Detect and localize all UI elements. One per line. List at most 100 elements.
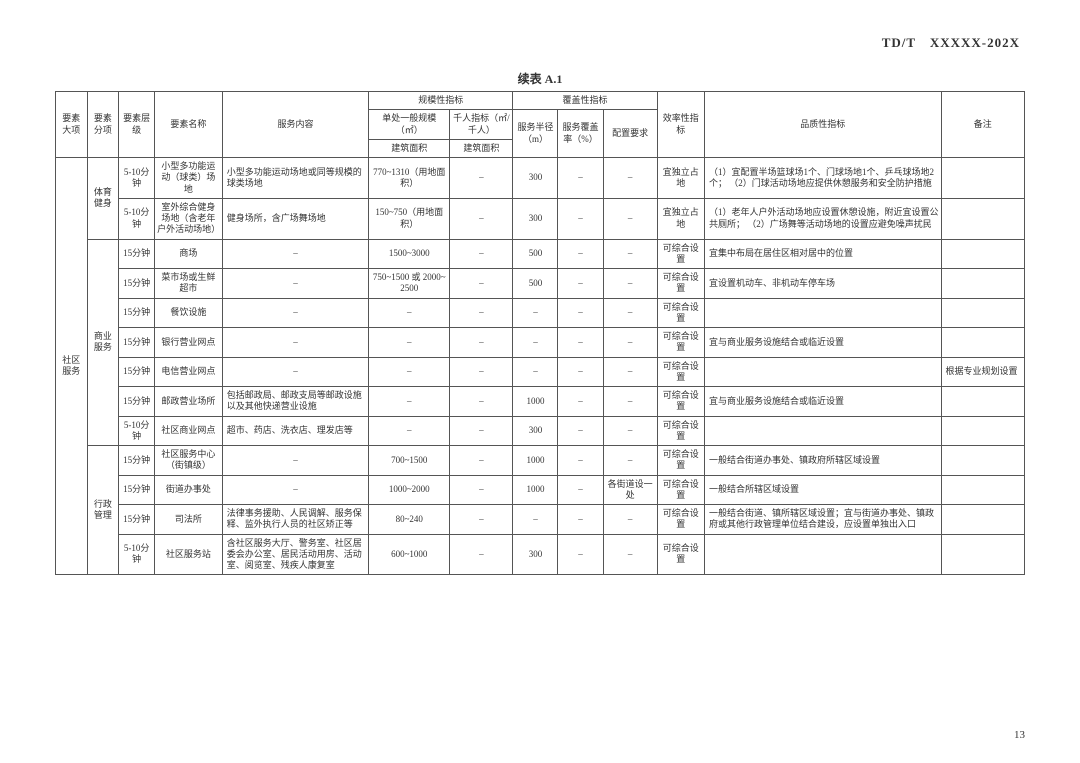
cell: – bbox=[603, 387, 657, 417]
table-row: 5-10分钟 室外综合健身场地（含老年户外活动场地） 健身场所，含广场舞场地 1… bbox=[56, 198, 1025, 239]
document-id: TD/T XXXXX-202X bbox=[882, 32, 1020, 51]
cell: 社区服务站 bbox=[155, 534, 223, 575]
cell: – bbox=[603, 298, 657, 328]
cell: – bbox=[222, 239, 368, 269]
hdr-area2: 建筑面积 bbox=[450, 139, 513, 157]
document-page: TD/T XXXXX-202X 续表 A.1 要素大项 要素分项 要素层级 要素… bbox=[0, 0, 1080, 763]
cell: 邮政营业场所 bbox=[155, 387, 223, 417]
cell: – bbox=[513, 505, 558, 535]
cell: 社区商业网点 bbox=[155, 416, 223, 446]
cell bbox=[704, 416, 941, 446]
cell: – bbox=[369, 387, 450, 417]
cell: 宜与商业服务设施结合或临近设置 bbox=[704, 387, 941, 417]
cell-major: 社区服务 bbox=[56, 158, 88, 575]
cell: 可综合设置 bbox=[657, 475, 704, 505]
cell: – bbox=[450, 416, 513, 446]
cell: 15分钟 bbox=[119, 298, 155, 328]
cell: – bbox=[603, 269, 657, 299]
cell: – bbox=[450, 505, 513, 535]
cell: 可综合设置 bbox=[657, 269, 704, 299]
cell: 可综合设置 bbox=[657, 446, 704, 476]
hdr-efficiency: 效率性指标 bbox=[657, 92, 704, 158]
cell: 750~1500 或 2000~2500 bbox=[369, 269, 450, 299]
cell: 15分钟 bbox=[119, 505, 155, 535]
cell: 可综合设置 bbox=[657, 328, 704, 358]
cell bbox=[941, 534, 1024, 575]
cell bbox=[941, 505, 1024, 535]
cell bbox=[704, 357, 941, 387]
standards-table: 要素大项 要素分项 要素层级 要素名称 服务内容 规模性指标 覆盖性指标 效率性… bbox=[55, 91, 1025, 575]
cell: 可综合设置 bbox=[657, 416, 704, 446]
table-row: 15分钟 餐饮设施 – – – – – – 可综合设置 bbox=[56, 298, 1025, 328]
table-row: 15分钟 菜市场或生鲜超市 – 750~1500 或 2000~2500 – 5… bbox=[56, 269, 1025, 299]
cell bbox=[941, 269, 1024, 299]
cell: – bbox=[558, 475, 603, 505]
cell: – bbox=[558, 387, 603, 417]
cell: 5-10分钟 bbox=[119, 198, 155, 239]
cell: 1000~2000 bbox=[369, 475, 450, 505]
cell: 包括邮政局、邮政支局等邮政设施以及其他快递营业设施 bbox=[222, 387, 368, 417]
table-row: 15分钟 银行营业网点 – – – – – – 可综合设置 宜与商业服务设施结合… bbox=[56, 328, 1025, 358]
cell-group: 体育健身 bbox=[87, 158, 119, 240]
cell bbox=[704, 298, 941, 328]
hdr-note: 备注 bbox=[941, 92, 1024, 158]
cell: 司法所 bbox=[155, 505, 223, 535]
cell: – bbox=[513, 298, 558, 328]
cell: – bbox=[603, 505, 657, 535]
cell bbox=[941, 446, 1024, 476]
cell: 500 bbox=[513, 269, 558, 299]
cell: – bbox=[558, 158, 603, 199]
table-row: 商业服务 15分钟 商场 – 1500~3000 – 500 – – 可综合设置… bbox=[56, 239, 1025, 269]
hdr-area1: 建筑面积 bbox=[369, 139, 450, 157]
cell: – bbox=[603, 239, 657, 269]
cell: 法律事务援助、人民调解、服务保释、监外执行人员的社区矫正等 bbox=[222, 505, 368, 535]
cell: 餐饮设施 bbox=[155, 298, 223, 328]
page-number: 13 bbox=[1014, 729, 1025, 741]
cell: – bbox=[513, 357, 558, 387]
cell: – bbox=[558, 298, 603, 328]
cell: – bbox=[450, 328, 513, 358]
cell: – bbox=[603, 446, 657, 476]
cell: – bbox=[369, 357, 450, 387]
cell: – bbox=[450, 298, 513, 328]
hdr-cover-group: 覆盖性指标 bbox=[513, 92, 657, 110]
cell: 超市、药店、洗衣店、理发店等 bbox=[222, 416, 368, 446]
cell: 社区服务中心（街镇级） bbox=[155, 446, 223, 476]
cell: 可综合设置 bbox=[657, 505, 704, 535]
cell: 15分钟 bbox=[119, 269, 155, 299]
cell: 300 bbox=[513, 198, 558, 239]
hdr-config: 配置要求 bbox=[603, 110, 657, 158]
table-header: 要素大项 要素分项 要素层级 要素名称 服务内容 规模性指标 覆盖性指标 效率性… bbox=[56, 92, 1025, 158]
hdr-thousand: 千人指标（㎡/千人） bbox=[450, 110, 513, 140]
cell: – bbox=[558, 198, 603, 239]
hdr-sub: 要素分项 bbox=[87, 92, 119, 158]
cell: – bbox=[222, 446, 368, 476]
cell: 150~750（用地面积） bbox=[369, 198, 450, 239]
cell: 770~1310（用地面积） bbox=[369, 158, 450, 199]
cell: 宜独立占地 bbox=[657, 158, 704, 199]
table-row: 15分钟 邮政营业场所 包括邮政局、邮政支局等邮政设施以及其他快递营业设施 – … bbox=[56, 387, 1025, 417]
cell: 可综合设置 bbox=[657, 357, 704, 387]
cell: – bbox=[603, 534, 657, 575]
table-row: 15分钟 司法所 法律事务援助、人民调解、服务保释、监外执行人员的社区矫正等 8… bbox=[56, 505, 1025, 535]
table-wrapper: 要素大项 要素分项 要素层级 要素名称 服务内容 规模性指标 覆盖性指标 效率性… bbox=[55, 91, 1025, 575]
cell: 根据专业规划设置 bbox=[941, 357, 1024, 387]
cell: – bbox=[450, 446, 513, 476]
table-row: 5-10分钟 社区商业网点 超市、药店、洗衣店、理发店等 – – 300 – –… bbox=[56, 416, 1025, 446]
table-row: 行政管理 15分钟 社区服务中心（街镇级） – 700~1500 – 1000 … bbox=[56, 446, 1025, 476]
cell: – bbox=[558, 269, 603, 299]
cell: 可综合设置 bbox=[657, 534, 704, 575]
cell bbox=[941, 416, 1024, 446]
cell: 一般结合所辖区域设置 bbox=[704, 475, 941, 505]
cell: 可综合设置 bbox=[657, 239, 704, 269]
cell bbox=[941, 298, 1024, 328]
cell: 15分钟 bbox=[119, 475, 155, 505]
cell: 一般结合街道、镇所辖区域设置；宜与街道办事处、镇政府或其他行政管理单位结合建设，… bbox=[704, 505, 941, 535]
cell: – bbox=[603, 416, 657, 446]
cell: （1）老年人户外活动场地应设置休憩设施，附近宜设置公共厕所； （2）广场舞等活动… bbox=[704, 198, 941, 239]
cell bbox=[941, 328, 1024, 358]
cell: – bbox=[558, 416, 603, 446]
cell: 街道办事处 bbox=[155, 475, 223, 505]
cell: – bbox=[222, 298, 368, 328]
table-row: 5-10分钟 社区服务站 含社区服务大厅、警务室、社区居委会办公室、居民活动用房… bbox=[56, 534, 1025, 575]
